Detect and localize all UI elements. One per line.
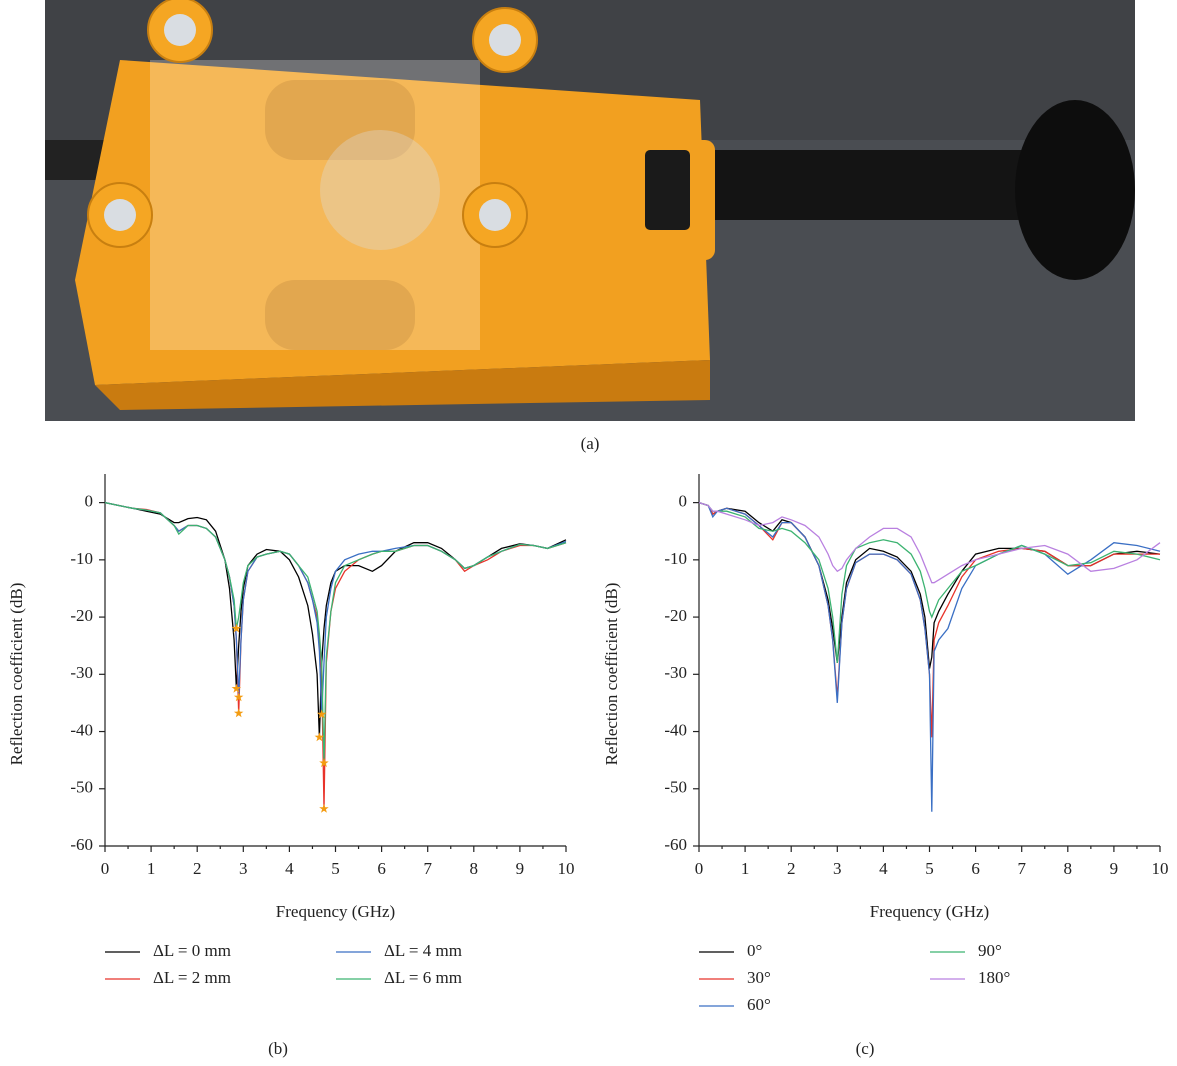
series-line	[698, 501, 1161, 669]
series-line	[104, 501, 567, 809]
legend-label: ΔL = 6 mm	[384, 968, 462, 987]
y-axis-label: Reflection coefficient (dB)	[602, 583, 621, 766]
x-tick-label: 3	[833, 859, 842, 878]
x-tick-label: 8	[1064, 859, 1073, 878]
series-line	[698, 501, 1161, 584]
y-tick-label: -30	[664, 663, 687, 682]
x-tick-label: 1	[741, 859, 750, 878]
x-tick-label: 10	[558, 859, 575, 878]
y-axis-label: Reflection coefficient (dB)	[7, 583, 26, 766]
min-marker	[316, 709, 327, 719]
min-marker	[233, 708, 244, 718]
series-line	[104, 501, 567, 764]
x-tick-label: 8	[470, 859, 479, 878]
y-tick-label: -60	[70, 835, 93, 854]
x-tick-label: 7	[423, 859, 432, 878]
panel-caption: (c)	[856, 1039, 875, 1058]
legend-label: 60°	[747, 995, 771, 1014]
x-tick-label: 10	[1152, 859, 1169, 878]
y-tick-label: 0	[679, 492, 688, 511]
x-tick-label: 9	[1110, 859, 1119, 878]
x-tick-label: 3	[239, 859, 248, 878]
series-line	[104, 501, 567, 715]
min-marker	[231, 683, 242, 693]
min-marker	[319, 758, 329, 768]
min-marker	[231, 623, 242, 633]
x-tick-label: 5	[331, 859, 340, 878]
y-tick-label: -20	[70, 606, 93, 625]
y-tick-label: -50	[664, 778, 687, 797]
y-tick-label: -10	[664, 549, 687, 568]
x-tick-label: 7	[1017, 859, 1026, 878]
x-tick-label: 6	[377, 859, 386, 878]
panel-caption: (b)	[268, 1039, 288, 1058]
x-tick-label: 9	[516, 859, 525, 878]
series-line	[698, 501, 1161, 663]
x-axis-label: Frequency (GHz)	[276, 902, 395, 921]
x-tick-label: 2	[193, 859, 202, 878]
x-tick-label: 4	[879, 859, 888, 878]
photo	[45, 0, 1135, 421]
legend-label: ΔL = 4 mm	[384, 941, 462, 960]
legend-label: 0°	[747, 941, 762, 960]
legend-label: ΔL = 0 mm	[153, 941, 231, 960]
x-axis-label: Frequency (GHz)	[870, 902, 989, 921]
x-tick-label: 2	[787, 859, 796, 878]
legend-label: 30°	[747, 968, 771, 987]
x-tick-label: 1	[147, 859, 156, 878]
series-line	[698, 501, 1161, 812]
series-line	[104, 501, 567, 738]
x-tick-label: 4	[285, 859, 294, 878]
x-tick-label: 5	[925, 859, 934, 878]
y-tick-label: -30	[70, 663, 93, 682]
y-tick-label: -50	[70, 778, 93, 797]
min-marker	[319, 803, 329, 813]
y-tick-label: -60	[664, 835, 687, 854]
y-tick-label: -10	[70, 549, 93, 568]
x-tick-label: 0	[101, 859, 110, 878]
legend-label: ΔL = 2 mm	[153, 968, 231, 987]
legend-label: 180°	[978, 968, 1010, 987]
y-tick-label: -40	[70, 720, 93, 739]
y-tick-label: -20	[664, 606, 687, 625]
min-marker	[314, 732, 325, 742]
legend-label: 90°	[978, 941, 1002, 960]
photo-caption: (a)	[581, 434, 600, 453]
x-tick-label: 6	[971, 859, 980, 878]
y-tick-label: -40	[664, 720, 687, 739]
x-tick-label: 0	[695, 859, 704, 878]
y-tick-label: 0	[85, 492, 94, 511]
min-marker	[233, 692, 244, 702]
